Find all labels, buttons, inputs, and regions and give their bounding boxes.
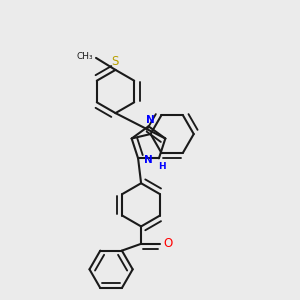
Text: CH₃: CH₃ bbox=[76, 52, 93, 61]
Text: N: N bbox=[146, 115, 154, 125]
Text: S: S bbox=[111, 56, 118, 68]
Text: O: O bbox=[163, 237, 172, 250]
Text: N: N bbox=[144, 155, 153, 165]
Text: H: H bbox=[158, 162, 166, 171]
